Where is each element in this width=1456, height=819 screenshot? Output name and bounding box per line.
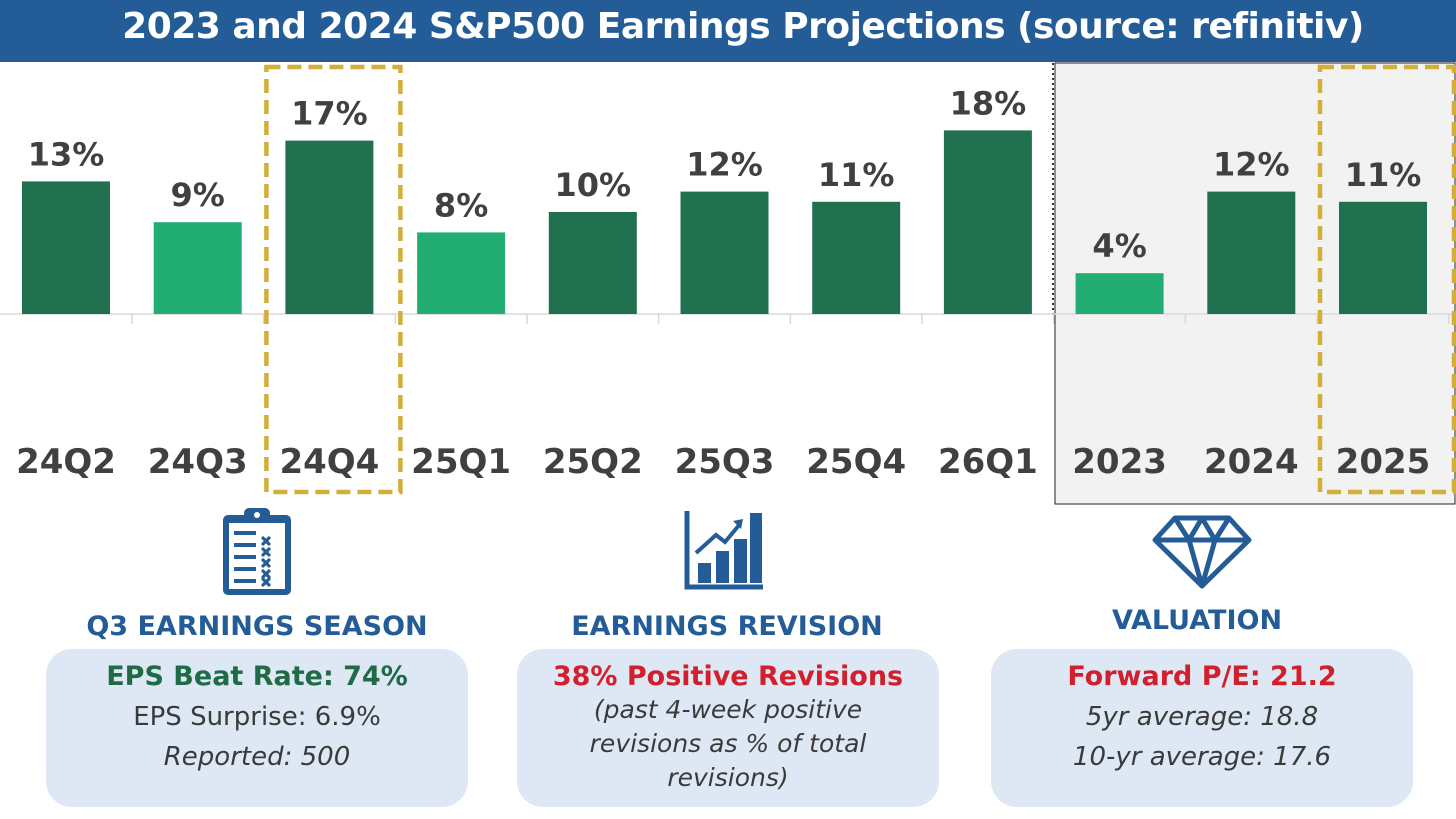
value-label-25Q1: 8%	[434, 186, 488, 224]
category-label-24Q3: 24Q3	[148, 442, 248, 482]
title-banner: 2023 and 2024 S&P500 Earnings Projection…	[0, 0, 1456, 62]
value-label-2025: 11%	[1345, 156, 1422, 194]
valuation-card: Forward P/E: 21.2 5yr average: 18.8 10-y…	[991, 649, 1413, 807]
bar-2024	[1207, 191, 1296, 314]
category-label-25Q4: 25Q4	[806, 442, 906, 482]
earnings-season-card: EPS Beat Rate: 74% EPS Surprise: 6.9% Re…	[46, 649, 468, 807]
ten-year-average: 10-yr average: 17.6	[1072, 742, 1332, 772]
earnings-revision-card: 38% Positive Revisions (past 4-week posi…	[517, 649, 939, 807]
category-label-24Q4: 24Q4	[279, 442, 379, 482]
category-label-25Q1: 25Q1	[411, 442, 511, 482]
category-label-24Q2: 24Q2	[16, 442, 116, 482]
revision-note-line: revisions)	[667, 763, 789, 792]
rising-bar-chart-icon	[683, 509, 765, 595]
bar-2023	[1075, 273, 1164, 314]
bar-2025	[1339, 201, 1427, 314]
section-title-earnings-revision: EARNINGS REVISION	[571, 611, 883, 642]
earnings-growth-bar-chart: 13% 9% 17% 8% 10% 12% 11% 18% 4% 12% 11% 24Q2 24Q3 2…	[0, 62, 1456, 505]
value-label-2023: 4%	[1092, 227, 1146, 265]
positive-revisions: 38% Positive Revisions	[552, 661, 904, 692]
bar-26Q1	[943, 130, 1032, 314]
clipboard-checklist-icon	[220, 506, 294, 602]
value-label-2024: 12%	[1213, 146, 1290, 184]
section-title-earnings-season: Q3 EARNINGS SEASON	[86, 611, 428, 642]
bar-24Q2	[22, 181, 110, 314]
category-label-25Q3: 25Q3	[675, 442, 775, 482]
value-label-25Q4: 11%	[818, 156, 895, 194]
reported-count: Reported: 500	[163, 742, 351, 772]
value-label-24Q2: 13%	[28, 135, 105, 173]
category-label-26Q1: 26Q1	[938, 442, 1038, 482]
revision-note-line: revisions as % of total	[589, 729, 867, 758]
forward-pe: Forward P/E: 21.2	[1067, 661, 1337, 692]
category-label-2023: 2023	[1072, 442, 1167, 482]
category-label-25Q2: 25Q2	[543, 442, 643, 482]
highlight-box-2025	[1317, 64, 1456, 495]
bar-25Q3	[680, 191, 769, 314]
highlight-box-24Q4	[264, 64, 403, 495]
value-label-25Q3: 12%	[686, 146, 763, 184]
revision-note-line: (past 4-week positive	[593, 695, 863, 724]
category-label-2024: 2024	[1204, 442, 1299, 482]
page-title: 2023 and 2024 S&P500 Earnings Projection…	[122, 6, 1364, 47]
bar-24Q4	[285, 140, 374, 314]
bar-25Q4	[812, 201, 901, 314]
bar-25Q1	[417, 232, 506, 314]
diamond-icon	[1151, 514, 1253, 594]
value-label-25Q2: 10%	[555, 166, 632, 204]
bar-24Q3	[153, 222, 242, 314]
value-label-26Q1: 18%	[950, 84, 1027, 122]
value-label-24Q4: 17%	[291, 95, 368, 133]
section-title-valuation: VALUATION	[1111, 605, 1283, 636]
category-label-2025: 2025	[1336, 442, 1431, 482]
value-label-24Q3: 9%	[171, 176, 225, 214]
bar-25Q2	[548, 212, 637, 314]
five-year-average: 5yr average: 18.8	[1085, 702, 1319, 732]
eps-beat-rate: EPS Beat Rate: 74%	[106, 661, 408, 692]
eps-surprise: EPS Surprise: 6.9%	[133, 702, 381, 732]
